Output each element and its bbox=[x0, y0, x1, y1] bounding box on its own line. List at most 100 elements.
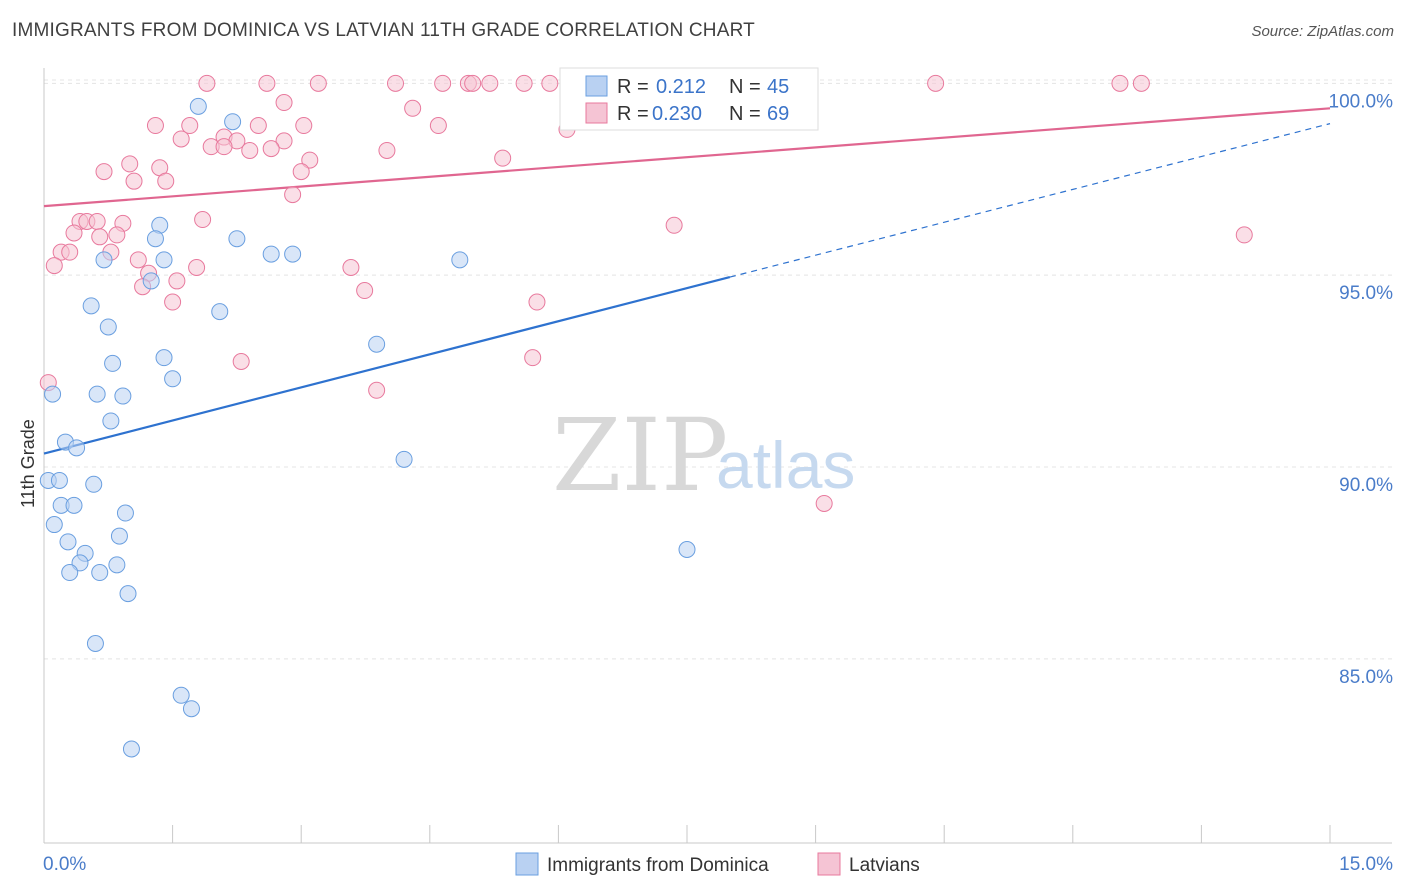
chart-source: Source: ZipAtlas.com bbox=[1251, 23, 1394, 40]
stats-r-value-blue: 0.212 bbox=[656, 76, 706, 98]
point-dominica bbox=[99, 318, 117, 336]
point-latvians bbox=[61, 243, 79, 261]
point-latvians bbox=[528, 293, 546, 311]
point-dominica bbox=[119, 585, 137, 603]
axes bbox=[43, 68, 1392, 844]
stats-n-label-pink: N = bbox=[729, 103, 761, 125]
point-dominica bbox=[395, 450, 413, 468]
point-latvians bbox=[275, 94, 293, 112]
point-latvians bbox=[481, 74, 499, 92]
point-latvians bbox=[241, 141, 259, 159]
point-dominica bbox=[262, 245, 280, 263]
point-dominica bbox=[189, 97, 207, 115]
point-latvians bbox=[121, 155, 139, 173]
point-latvians bbox=[404, 99, 422, 117]
stats-legend: R = 0.212 N = 45 R = 0.230 N = 69 bbox=[559, 67, 819, 131]
point-latvians bbox=[146, 117, 164, 135]
stats-r-value-pink: 0.230 bbox=[652, 103, 702, 125]
trend-line-latvians bbox=[43, 107, 1331, 208]
trend-line-dominica bbox=[43, 276, 731, 455]
point-dominica bbox=[155, 349, 173, 367]
point-latvians bbox=[129, 251, 147, 269]
legend-swatch-latvians bbox=[817, 852, 841, 876]
watermark: ZIP atlas bbox=[552, 397, 855, 514]
point-dominica bbox=[59, 533, 77, 551]
point-latvians bbox=[157, 172, 175, 190]
trend-line-dominica-extension bbox=[729, 123, 1331, 278]
point-latvians bbox=[309, 74, 327, 92]
point-latvians bbox=[198, 74, 216, 92]
stats-n-value-pink: 69 bbox=[767, 103, 789, 125]
gridlines bbox=[44, 79, 1392, 660]
point-dominica bbox=[146, 230, 164, 248]
point-dominica bbox=[91, 564, 109, 582]
point-dominica bbox=[211, 303, 229, 321]
point-dominica bbox=[224, 113, 242, 131]
x-tick-label: 15.0% bbox=[1339, 854, 1393, 875]
watermark-atlas: atlas bbox=[716, 428, 855, 502]
point-latvians bbox=[665, 216, 683, 234]
x-tick-labels: 0.0% 15.0% bbox=[43, 854, 1393, 875]
point-latvians bbox=[65, 224, 83, 242]
point-dominica bbox=[122, 740, 140, 758]
point-dominica bbox=[50, 471, 68, 489]
y-tick-label: 100.0% bbox=[1329, 91, 1394, 112]
point-latvians bbox=[188, 259, 206, 277]
point-latvians bbox=[292, 163, 310, 181]
legend-label-latvians: Latvians bbox=[849, 855, 920, 876]
point-latvians bbox=[378, 141, 396, 159]
point-latvians bbox=[1111, 74, 1129, 92]
point-latvians bbox=[524, 349, 542, 367]
point-latvians bbox=[301, 151, 319, 169]
point-dominica bbox=[65, 496, 83, 514]
point-latvians bbox=[815, 494, 833, 512]
point-latvians bbox=[108, 226, 126, 244]
point-dominica bbox=[228, 230, 246, 248]
point-latvians bbox=[275, 132, 293, 150]
point-dominica bbox=[172, 686, 190, 704]
point-latvians bbox=[95, 163, 113, 181]
y-tick-label: 85.0% bbox=[1339, 667, 1393, 688]
point-dominica bbox=[108, 556, 126, 574]
point-latvians bbox=[1235, 226, 1253, 244]
point-dominica bbox=[61, 564, 79, 582]
point-latvians bbox=[1132, 74, 1150, 92]
point-dominica bbox=[110, 527, 128, 545]
point-latvians bbox=[927, 74, 945, 92]
point-latvians bbox=[125, 172, 143, 190]
point-dominica bbox=[68, 439, 86, 457]
point-latvians bbox=[368, 381, 386, 399]
point-latvians bbox=[464, 74, 482, 92]
point-latvians bbox=[194, 211, 212, 229]
point-latvians bbox=[434, 74, 452, 92]
legend-label-dominica: Immigrants from Dominica bbox=[547, 855, 769, 876]
point-latvians bbox=[91, 228, 109, 246]
chart-title: IMMIGRANTS FROM DOMINICA VS LATVIAN 11TH… bbox=[12, 20, 755, 41]
stats-r-label-blue: R = bbox=[617, 76, 649, 98]
point-dominica bbox=[182, 700, 200, 718]
y-axis-label: 11th Grade bbox=[18, 419, 38, 508]
point-dominica bbox=[102, 412, 120, 430]
stats-r-label-pink: R = bbox=[617, 103, 649, 125]
point-dominica bbox=[45, 516, 63, 534]
point-dominica bbox=[116, 504, 134, 522]
y-tick-label: 95.0% bbox=[1339, 283, 1393, 304]
stats-swatch-blue bbox=[585, 75, 608, 97]
point-dominica bbox=[678, 540, 696, 558]
series-legend: Immigrants from Dominica Latvians bbox=[515, 852, 920, 876]
point-latvians bbox=[45, 257, 63, 275]
point-dominica bbox=[451, 251, 469, 269]
point-dominica bbox=[142, 272, 160, 290]
data-points bbox=[39, 74, 1253, 758]
point-dominica bbox=[82, 297, 100, 315]
point-latvians bbox=[168, 272, 186, 290]
x-tick-label: 0.0% bbox=[43, 854, 86, 875]
stats-swatch-pink bbox=[585, 102, 608, 124]
stats-n-label-blue: N = bbox=[729, 76, 761, 98]
point-latvians bbox=[88, 212, 106, 230]
point-dominica bbox=[164, 370, 182, 388]
point-latvians bbox=[215, 138, 233, 156]
trend-lines bbox=[43, 107, 1331, 455]
point-latvians bbox=[515, 74, 533, 92]
point-latvians bbox=[249, 117, 267, 135]
